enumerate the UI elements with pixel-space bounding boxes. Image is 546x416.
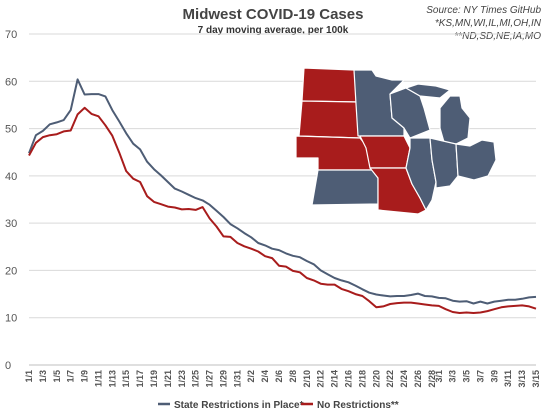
map-state-ohio — [455, 139, 497, 181]
x-tick-label: 2/20 — [371, 370, 381, 388]
x-tick-label: 3/7 — [475, 370, 485, 383]
x-tick-label: 2/12 — [316, 370, 326, 388]
map-state-north-dakota — [301, 67, 359, 103]
x-tick-label: 1/29 — [218, 370, 228, 388]
x-tick-label: 2/28 — [427, 370, 437, 388]
x-tick-label: 1/7 — [66, 370, 76, 383]
x-tick-label: 1/11 — [93, 370, 103, 387]
source-line-2: *KS,MN,WI,IL,MI,OH,IN — [435, 18, 542, 29]
x-tick-label: 2/10 — [302, 370, 312, 388]
map-state-nebraska — [295, 135, 373, 171]
x-tick-label: 1/25 — [191, 370, 201, 388]
y-tick-label: 10 — [5, 313, 17, 325]
x-tick-label: 2/18 — [357, 370, 367, 388]
x-tick-label: 1/9 — [80, 370, 90, 383]
x-tick-label: 3/11 — [503, 370, 513, 387]
y-tick-label: 60 — [5, 76, 17, 88]
x-tick-label: 1/21 — [163, 370, 173, 388]
y-tick-label: 70 — [5, 29, 17, 41]
y-tick-label: 50 — [5, 124, 17, 136]
x-tick-label: 3/5 — [462, 370, 472, 383]
x-tick-label: 3/3 — [448, 370, 458, 383]
map-state-kansas — [311, 169, 379, 206]
x-tick-label: 2/8 — [288, 370, 298, 383]
legend: State Restrictions in Place* No Restrict… — [158, 400, 399, 411]
x-tick-label: 2/16 — [343, 370, 353, 388]
x-tick-label: 2/2 — [246, 370, 256, 383]
chart-subtitle: 7 day moving average, per 100k — [198, 25, 349, 36]
x-tick-label: 1/31 — [232, 370, 242, 388]
x-tick-label: 1/5 — [52, 370, 62, 383]
chart-title: Midwest COVID-19 Cases — [183, 6, 364, 23]
grid — [29, 33, 536, 366]
x-tick-label: 2/6 — [274, 370, 284, 383]
y-tick-label: 20 — [5, 265, 17, 277]
x-tick-label: 1/15 — [121, 370, 131, 388]
x-tick-label: 2/4 — [260, 370, 270, 383]
x-tick-label: 3/1 — [434, 370, 444, 383]
x-tick-label: 1/23 — [177, 370, 187, 388]
x-tick-label: 1/13 — [107, 370, 117, 388]
source-line-1: Source: NY Times GitHub — [426, 5, 541, 16]
x-tick-label: 2/14 — [330, 370, 340, 388]
legend-label-restrictions: State Restrictions in Place* — [174, 400, 304, 411]
map-state-michigan — [439, 95, 471, 145]
x-tick-label: 1/19 — [149, 370, 159, 388]
x-tick-label: 1/27 — [205, 370, 215, 388]
x-tick-label: 2/26 — [413, 370, 423, 388]
x-tick-label: 1/17 — [135, 370, 145, 388]
series-line-no-restrictions — [28, 106, 537, 314]
x-tick-label: 3/9 — [489, 370, 499, 383]
y-axis: 0 10 20 30 40 50 60 70 — [5, 29, 17, 372]
series-line-restrictions — [28, 78, 537, 305]
midwest-map — [295, 67, 497, 215]
x-axis: 1/1 1/3 1/5 1/7 1/9 1/11 1/13 1/15 1/17 1/19 1/21 1… — [24, 370, 541, 388]
source-line-3: **ND,SD,NE,IA,MO — [454, 31, 541, 42]
y-tick-label: 0 — [5, 360, 11, 372]
map-state-south-dakota — [298, 100, 361, 139]
x-tick-label: 2/24 — [399, 370, 409, 388]
x-tick-label: 2/22 — [385, 370, 395, 388]
x-tick-label: 1/1 — [24, 370, 34, 383]
legend-label-no-restrictions: No Restrictions** — [317, 400, 399, 411]
y-tick-label: 40 — [5, 171, 17, 183]
x-tick-label: 3/15 — [531, 370, 541, 388]
map-state-michigan-upper — [405, 83, 451, 99]
y-tick-label: 30 — [5, 218, 17, 230]
x-tick-label: 3/13 — [517, 370, 527, 388]
x-tick-label: 1/3 — [38, 370, 48, 383]
series-lines — [28, 78, 537, 314]
